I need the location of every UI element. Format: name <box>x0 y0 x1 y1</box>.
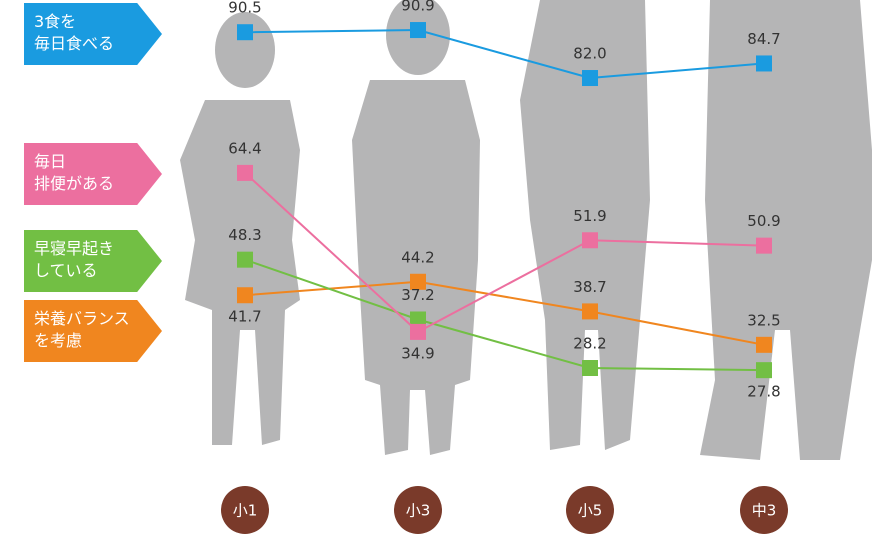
data-label: 90.5 <box>228 0 261 17</box>
marker <box>582 70 598 86</box>
data-label: 50.9 <box>747 212 780 230</box>
legend-entry: 3食を 毎日食べる <box>24 3 162 65</box>
data-label: 44.2 <box>401 248 434 266</box>
data-label: 37.2 <box>401 286 434 304</box>
marker <box>237 252 253 268</box>
data-label: 64.4 <box>228 139 261 157</box>
marker <box>237 24 253 40</box>
marker <box>237 165 253 181</box>
chart: 小1 小3 小5 中3 41.7 44.2 38.7 32.5 48.3 37.2 28.2 27.8… <box>0 0 872 534</box>
x-tick-label: 小3 <box>406 502 431 520</box>
marker <box>756 55 772 71</box>
data-label: 48.3 <box>228 226 261 244</box>
data-label: 82.0 <box>573 45 606 63</box>
marker <box>756 238 772 254</box>
marker <box>582 360 598 376</box>
series-line <box>245 260 764 370</box>
data-label: 32.5 <box>747 311 780 329</box>
x-tick-label: 小5 <box>578 502 603 520</box>
data-label: 34.9 <box>401 344 434 362</box>
marker <box>410 324 426 340</box>
series-line <box>245 282 764 345</box>
legend-entry: 毎日 排便がある <box>24 143 162 205</box>
data-label: 84.7 <box>747 30 780 48</box>
data-label: 27.8 <box>747 383 780 401</box>
marker <box>410 22 426 38</box>
data-label: 38.7 <box>573 278 606 296</box>
data-label: 28.2 <box>573 335 606 353</box>
marker <box>756 362 772 378</box>
x-tick-label: 中3 <box>752 502 777 520</box>
series-line <box>245 173 764 332</box>
marker <box>582 232 598 248</box>
data-label: 51.9 <box>573 207 606 225</box>
data-label: 41.7 <box>228 308 261 326</box>
legend-entry: 早寝早起き している <box>24 230 162 292</box>
marker <box>237 287 253 303</box>
x-tick-label: 小1 <box>233 502 258 520</box>
marker <box>756 337 772 353</box>
data-label: 90.9 <box>401 0 434 15</box>
legend-entry: 栄養バランス を考慮 <box>24 300 162 362</box>
series-line <box>245 30 764 78</box>
marker <box>582 303 598 319</box>
